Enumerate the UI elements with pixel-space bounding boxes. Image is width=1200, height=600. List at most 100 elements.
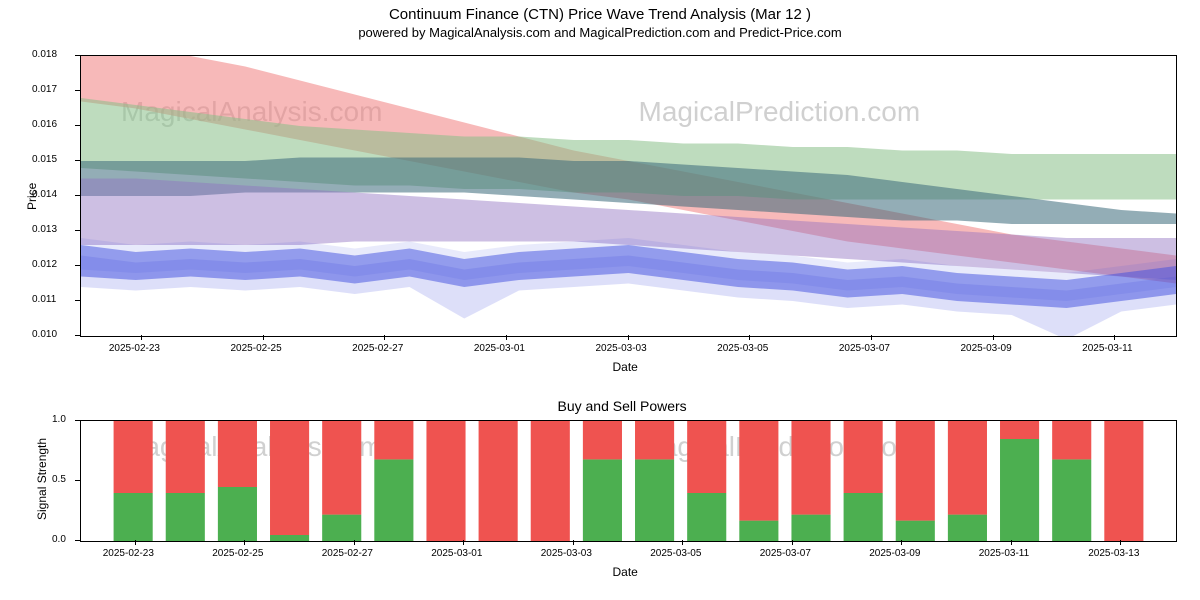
chart-title: Continuum Finance (CTN) Price Wave Trend… (0, 6, 1200, 23)
buy-bar (896, 521, 935, 541)
sell-bar (374, 421, 413, 459)
xtick-label: 2025-02-25 (212, 548, 263, 559)
xtick-mark (628, 335, 629, 340)
chart-container: Continuum Finance (CTN) Price Wave Trend… (0, 0, 1200, 600)
signal-chart-title: Buy and Sell Powers (558, 398, 687, 414)
signal-xlabel: Date (613, 565, 638, 579)
xtick-label: 2025-03-05 (650, 548, 701, 559)
ytick-label: 0.018 (32, 49, 70, 60)
xtick-label: 2025-03-13 (1088, 548, 1139, 559)
ytick-mark (75, 265, 80, 266)
signal-chart-panel: Buy and Sell Powers MagicalAnalysis.com … (80, 420, 1175, 600)
signal-bars-svg (81, 421, 1176, 541)
xtick-mark (901, 540, 902, 545)
buy-bar (739, 521, 778, 541)
buy-bar (218, 487, 257, 541)
xtick-label: 2025-03-01 (431, 548, 482, 559)
sell-bar (166, 421, 205, 493)
sell-bar (1000, 421, 1039, 439)
xtick-mark (1120, 540, 1121, 545)
sell-bar (270, 421, 309, 535)
sell-bar (479, 421, 518, 541)
sell-bar (844, 421, 883, 493)
ytick-label: 0.017 (32, 84, 70, 95)
xtick-mark (354, 540, 355, 545)
sell-bar (896, 421, 935, 521)
sell-bar (322, 421, 361, 515)
xtick-mark (141, 335, 142, 340)
xtick-label: 2025-03-09 (961, 343, 1012, 354)
xtick-label: 2025-03-11 (979, 548, 1029, 559)
xtick-label: 2025-03-01 (474, 343, 525, 354)
ytick-label: 0.016 (32, 119, 70, 130)
price-xlabel: Date (613, 360, 638, 374)
buy-bar (374, 459, 413, 541)
xtick-label: 2025-02-27 (352, 343, 403, 354)
ytick-label: 0.012 (32, 259, 70, 270)
xtick-label: 2025-03-07 (760, 548, 811, 559)
ytick-mark (75, 90, 80, 91)
sell-bar (531, 421, 570, 541)
ytick-mark (75, 300, 80, 301)
xtick-mark (384, 335, 385, 340)
xtick-mark (1011, 540, 1012, 545)
xtick-mark (135, 540, 136, 545)
xtick-mark (993, 335, 994, 340)
xtick-label: 2025-03-03 (596, 343, 647, 354)
buy-bar (322, 515, 361, 541)
ytick-mark (75, 55, 80, 56)
ytick-mark (75, 125, 80, 126)
ytick-mark (75, 195, 80, 196)
ytick-mark (75, 230, 80, 231)
buy-bar (948, 515, 987, 541)
price-bands-svg (81, 56, 1176, 336)
buy-bar (166, 493, 205, 541)
xtick-mark (263, 335, 264, 340)
ytick-mark (75, 160, 80, 161)
sell-bar (1104, 421, 1143, 541)
xtick-mark (871, 335, 872, 340)
xtick-mark (682, 540, 683, 545)
ytick-mark (75, 420, 80, 421)
buy-bar (1052, 459, 1091, 541)
xtick-mark (573, 540, 574, 545)
ytick-mark (75, 540, 80, 541)
ytick-label: 0.011 (32, 294, 70, 305)
xtick-mark (749, 335, 750, 340)
xtick-mark (244, 540, 245, 545)
sell-bar (948, 421, 987, 515)
buy-bar (114, 493, 153, 541)
xtick-mark (1114, 335, 1115, 340)
sell-bar (218, 421, 257, 487)
buy-bar (1000, 439, 1039, 541)
ytick-label: 1.0 (52, 414, 66, 425)
ytick-mark (75, 480, 80, 481)
ytick-label: 0.5 (52, 474, 66, 485)
xtick-label: 2025-03-07 (839, 343, 890, 354)
price-chart-panel: MagicalAnalysis.com MagicalPrediction.co… (80, 55, 1175, 390)
ytick-label: 0.015 (32, 154, 70, 165)
signal-plot-area: MagicalAnalysis.com MagicalPrediction.co… (80, 420, 1177, 542)
sell-bar (1052, 421, 1091, 459)
xtick-label: 2025-02-23 (109, 343, 160, 354)
xtick-label: 2025-02-25 (231, 343, 282, 354)
xtick-mark (463, 540, 464, 545)
sell-bar (426, 421, 465, 541)
buy-bar (270, 535, 309, 541)
xtick-mark (506, 335, 507, 340)
ytick-label: 0.0 (52, 534, 66, 545)
buy-bar (844, 493, 883, 541)
xtick-label: 2025-03-11 (1082, 343, 1132, 354)
title-block: Continuum Finance (CTN) Price Wave Trend… (0, 0, 1200, 40)
xtick-label: 2025-03-09 (869, 548, 920, 559)
buy-bar (687, 493, 726, 541)
xtick-label: 2025-03-05 (717, 343, 768, 354)
price-plot-area: MagicalAnalysis.com MagicalPrediction.co… (80, 55, 1177, 337)
buy-bar (635, 459, 674, 541)
ytick-mark (75, 335, 80, 336)
signal-ylabel: Signal Strength (35, 438, 49, 520)
sell-bar (583, 421, 622, 459)
sell-bar (687, 421, 726, 493)
chart-subtitle: powered by MagicalAnalysis.com and Magic… (0, 25, 1200, 40)
xtick-label: 2025-03-03 (541, 548, 592, 559)
